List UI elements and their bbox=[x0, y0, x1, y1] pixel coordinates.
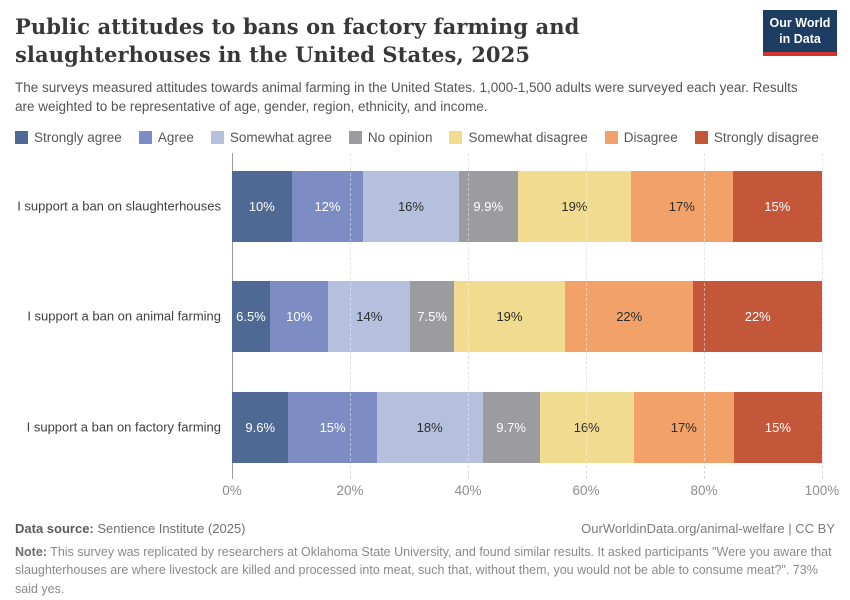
note: Note: This survey was replicated by rese… bbox=[15, 543, 835, 599]
bar-segment-value: 18% bbox=[416, 419, 443, 435]
legend-item[interactable]: Strongly agree bbox=[15, 130, 122, 145]
bar-segment-value: 16% bbox=[397, 198, 424, 214]
bar-segment[interactable]: 9.9% bbox=[458, 170, 518, 242]
bar-row-label: I support a ban on factory farming bbox=[26, 419, 221, 435]
bar-segment-value: 10% bbox=[286, 308, 313, 324]
bar-segment-value: 15% bbox=[764, 198, 791, 214]
legend-item-label: Strongly agree bbox=[34, 129, 122, 145]
legend-swatch bbox=[449, 130, 463, 144]
x-axis-tick-label: 100% bbox=[804, 482, 840, 498]
bar-segment[interactable]: 7.5% bbox=[410, 280, 454, 352]
attribution-link[interactable]: OurWorldinData.org/animal-welfare | CC B… bbox=[581, 520, 835, 536]
legend-item[interactable]: Strongly disagree bbox=[694, 129, 819, 145]
bar-segment[interactable]: 19% bbox=[517, 170, 632, 242]
bar-segment[interactable]: 14% bbox=[328, 280, 411, 352]
stacked-bar: 9.6% 15% 18% 9.7% 16% 17% 15% bbox=[232, 391, 822, 463]
bar-segment-value: 6.5% bbox=[236, 308, 266, 324]
legend-swatch bbox=[138, 130, 152, 144]
owid-logo-line1: Our World bbox=[769, 16, 831, 30]
bar-segment-value: 17% bbox=[670, 419, 697, 435]
legend-swatch bbox=[604, 130, 618, 144]
bar-segment[interactable]: 18% bbox=[376, 391, 483, 463]
x-axis-tick-label: 20% bbox=[336, 482, 364, 498]
bar-segment[interactable]: 12% bbox=[291, 170, 364, 242]
bar-row-label: I support a ban on animal farming bbox=[27, 308, 221, 324]
bar-segment[interactable]: 22% bbox=[693, 280, 822, 352]
bar-row: I support a ban on slaughterhouses 10% 12%… bbox=[17, 170, 823, 242]
x-axis-tick-label: 40% bbox=[454, 482, 482, 498]
bar-segment-value: 9.6% bbox=[245, 419, 276, 435]
bar-segment[interactable]: 17% bbox=[633, 391, 734, 463]
legend-swatch bbox=[210, 130, 224, 144]
x-axis-tick-label: 0% bbox=[222, 482, 242, 498]
bar-segment[interactable]: 17% bbox=[631, 170, 733, 242]
bar-segment-value: 17% bbox=[668, 198, 695, 214]
legend-item[interactable]: Disagree bbox=[604, 129, 678, 145]
bar-segment-value: 22% bbox=[744, 308, 771, 324]
x-axis-tick-label: 60% bbox=[572, 482, 600, 498]
legend: Strongly agree Agree Somewhat agree No opin… bbox=[0, 117, 850, 145]
gridline bbox=[822, 152, 823, 479]
stacked-bar: 6.5% 10% 14% 7.5% 19% 22% 22% bbox=[232, 280, 822, 352]
legend-item-label: Disagree bbox=[623, 129, 678, 145]
bar-row: I support a ban on factory farming 9.6% 15… bbox=[27, 391, 822, 463]
bar-segment-value: 15% bbox=[319, 419, 346, 435]
bar-segment[interactable]: 9.6% bbox=[232, 391, 289, 463]
bar-segment[interactable]: 16% bbox=[539, 391, 634, 463]
bar-segment[interactable]: 9.7% bbox=[482, 391, 540, 463]
bar-segment[interactable]: 22% bbox=[564, 280, 694, 352]
note-text: This survey was replicated by researcher… bbox=[15, 544, 832, 596]
source-row: Data source: Sentience Institute (2025) … bbox=[15, 521, 835, 536]
note-label: Note: bbox=[15, 544, 47, 559]
legend-swatch bbox=[15, 130, 28, 144]
bar-segment-value: 10% bbox=[248, 198, 275, 214]
bar-segment[interactable]: 15% bbox=[288, 391, 377, 463]
chart-subtitle: The surveys measured attitudes towards a… bbox=[15, 79, 798, 115]
owid-logo[interactable]: Our World in Data bbox=[763, 10, 837, 57]
bar-segment[interactable]: 10% bbox=[232, 170, 292, 242]
plot: 0% 20% 40% 60% 80% 100% I support a ban on sla… bbox=[17, 152, 839, 498]
legend-item[interactable]: Somewhat disagree bbox=[449, 129, 588, 145]
bar-segment[interactable]: 19% bbox=[453, 280, 565, 352]
stacked-bar: 10% 12% 16% 9.9% 19% 17% 15% bbox=[232, 170, 823, 242]
bar-segment[interactable]: 6.5% bbox=[232, 280, 270, 352]
bar-row-label: I support a ban on slaughterhouses bbox=[17, 198, 221, 214]
legend-item-label: No opinion bbox=[367, 129, 433, 145]
bar-segment[interactable]: 10% bbox=[269, 280, 329, 352]
bar-segment[interactable]: 15% bbox=[732, 170, 823, 242]
x-axis-tick-label: 80% bbox=[690, 482, 718, 498]
legend-item-label: Somewhat agree bbox=[229, 129, 332, 145]
legend-item-label: Strongly disagree bbox=[713, 129, 819, 145]
bar-segment[interactable]: 16% bbox=[363, 170, 459, 242]
legend-swatch bbox=[348, 130, 362, 144]
bar-segment-value: 19% bbox=[496, 308, 523, 324]
owid-logo-line2: in Data bbox=[779, 31, 821, 46]
bar-segment-value: 16% bbox=[573, 419, 600, 435]
bar-segment-value: 7.5% bbox=[417, 308, 447, 324]
data-source-value: Sentience Institute (2025) bbox=[93, 520, 246, 536]
bar-segment-value: 14% bbox=[356, 308, 383, 324]
bar-row: I support a ban on animal farming 6.5% 10%… bbox=[27, 280, 822, 352]
header: Public attitudes to bans on factory farm… bbox=[0, 0, 850, 69]
legend-item[interactable]: Agree bbox=[138, 129, 194, 145]
bar-segment-value: 9.9% bbox=[473, 198, 504, 214]
data-source: Data source: Sentience Institute (2025) bbox=[15, 521, 246, 536]
legend-item-label: Agree bbox=[157, 129, 194, 145]
bar-segment-value: 12% bbox=[314, 198, 341, 214]
bar-segment-value: 22% bbox=[616, 308, 643, 324]
bar-segment-value: 9.7% bbox=[496, 419, 526, 435]
bar-segment[interactable]: 15% bbox=[733, 391, 822, 463]
legend-swatch bbox=[694, 130, 708, 144]
footer: Data source: Sentience Institute (2025) … bbox=[15, 521, 835, 599]
bar-segment-value: 15% bbox=[764, 419, 791, 435]
data-source-label: Data source: bbox=[15, 520, 94, 536]
chart-area: 0% 20% 40% 60% 80% 100% I support a ban on sla… bbox=[15, 151, 839, 509]
legend-item-label: Somewhat disagree bbox=[468, 129, 588, 145]
bar-segment-value: 19% bbox=[561, 198, 588, 214]
legend-item[interactable]: Somewhat agree bbox=[210, 129, 332, 145]
page-title: Public attitudes to bans on factory farm… bbox=[15, 14, 580, 67]
legend-item[interactable]: No opinion bbox=[348, 129, 433, 145]
